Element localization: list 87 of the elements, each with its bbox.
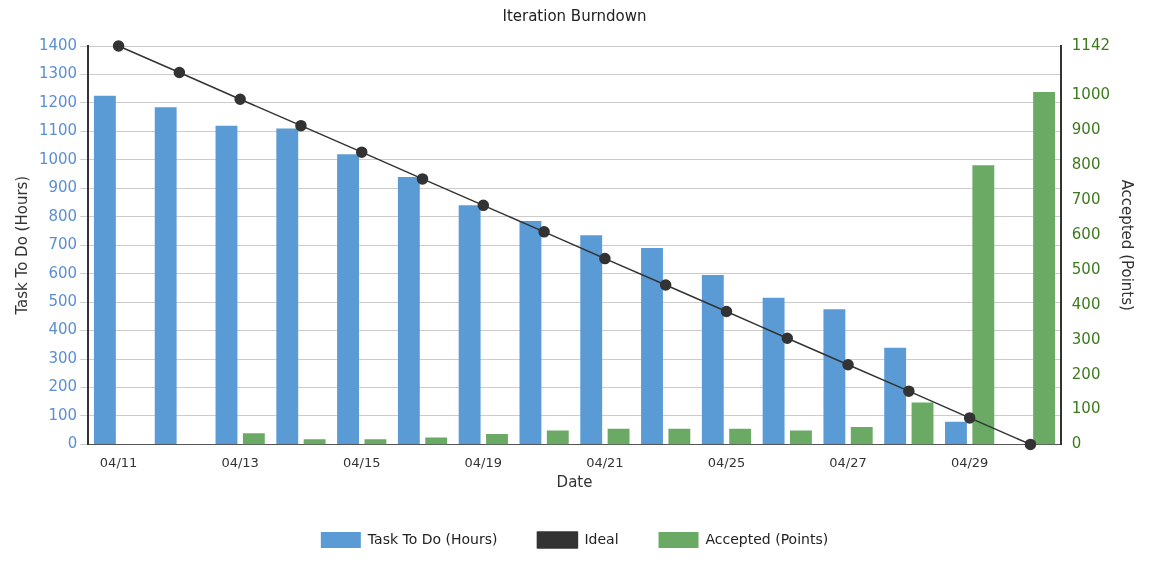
- bar: [364, 439, 387, 445]
- y-tick-label: 100: [48, 405, 78, 424]
- y-tick-label: 400: [48, 320, 78, 339]
- y-tick-label: 900: [48, 178, 78, 197]
- legend-label: Task To Do (Hours): [366, 530, 498, 547]
- bar: [458, 205, 481, 444]
- y2-tick-label: 900: [1071, 120, 1101, 139]
- point: [963, 412, 976, 424]
- bar: [337, 154, 359, 444]
- point: [720, 305, 733, 318]
- point: [295, 119, 307, 132]
- y2-tick-label: 0: [1071, 434, 1082, 453]
- x-tick-label: 04/27: [829, 454, 867, 470]
- x-axis-title: Date: [556, 472, 593, 491]
- bar: [884, 347, 907, 444]
- y2-tick-label: 700: [1071, 190, 1101, 209]
- y-tick-label: 1100: [38, 121, 78, 140]
- x-tick-label: 04/13: [221, 454, 259, 470]
- legend-label: Accepted (Points): [705, 530, 829, 547]
- y2-tick-label: 100: [1071, 399, 1101, 418]
- bar: [303, 439, 326, 445]
- y-tick-label: 1200: [38, 92, 78, 111]
- y-tick-label: 1300: [38, 64, 78, 83]
- bar: [486, 433, 508, 445]
- bar: [701, 275, 724, 444]
- x-tick-label: 04/29: [950, 454, 989, 470]
- x-tick-label: 04/15: [343, 454, 381, 470]
- y-tick-label: 1000: [38, 149, 78, 168]
- point: [112, 40, 125, 52]
- bar: [607, 428, 630, 445]
- bar: [729, 428, 752, 445]
- bar: [546, 430, 569, 445]
- point: [234, 93, 246, 105]
- y-tick-label: 200: [48, 377, 78, 396]
- bar: [668, 428, 691, 445]
- point: [416, 173, 429, 185]
- point: [173, 66, 186, 79]
- bar: [823, 309, 846, 444]
- bar: [1033, 92, 1056, 445]
- bar: [762, 297, 785, 444]
- y-tick-label: 600: [48, 263, 78, 282]
- bar: [850, 426, 873, 445]
- y-tick-label: 1400: [38, 35, 78, 54]
- bar: [276, 128, 299, 444]
- y2-tick-label: 600: [1071, 224, 1101, 243]
- y2-tick-label: 300: [1071, 329, 1101, 348]
- bar: [911, 402, 934, 445]
- bar: [641, 248, 663, 444]
- y2-tick-label: 1142: [1071, 35, 1111, 54]
- point: [538, 226, 550, 238]
- x-tick-label: 04/25: [707, 454, 746, 470]
- point: [659, 279, 672, 291]
- y2-tick-label: 500: [1071, 259, 1101, 278]
- bar: [215, 125, 238, 444]
- point: [903, 385, 915, 397]
- x-tick-label: 04/21: [586, 454, 624, 470]
- point: [1024, 438, 1037, 451]
- bar: [242, 433, 265, 445]
- x-tick-label: 04/11: [99, 454, 138, 470]
- y2-tick-label: 200: [1071, 364, 1101, 383]
- bar: [154, 107, 177, 444]
- point: [355, 146, 368, 158]
- y2-axis-title: Accepted (Points): [1118, 179, 1137, 311]
- point: [842, 358, 854, 371]
- bar: [93, 95, 116, 444]
- bar: [397, 176, 420, 444]
- y-axis-title: Task To Do (Hours): [12, 175, 31, 316]
- y-tick-label: 700: [48, 235, 78, 254]
- legend-label: Ideal: [584, 530, 619, 547]
- point: [599, 252, 611, 265]
- y-tick-label: 300: [48, 348, 78, 367]
- chart-title: Iteration Burndown: [502, 6, 647, 25]
- y2-tick-label: 400: [1071, 294, 1101, 313]
- point: [477, 199, 490, 212]
- y2-tick-label: 800: [1071, 155, 1101, 174]
- y2-tick-label: 1000: [1071, 85, 1111, 104]
- bar: [945, 421, 967, 444]
- y-tick-label: 0: [67, 434, 78, 453]
- bar: [790, 430, 812, 445]
- bar: [519, 221, 542, 444]
- y-tick-label: 500: [48, 292, 78, 310]
- point: [781, 332, 794, 345]
- bar: [425, 437, 448, 445]
- x-tick-label: 04/19: [464, 454, 503, 470]
- bar: [972, 165, 995, 445]
- bar: [580, 235, 603, 444]
- y-tick-label: 800: [48, 206, 78, 225]
